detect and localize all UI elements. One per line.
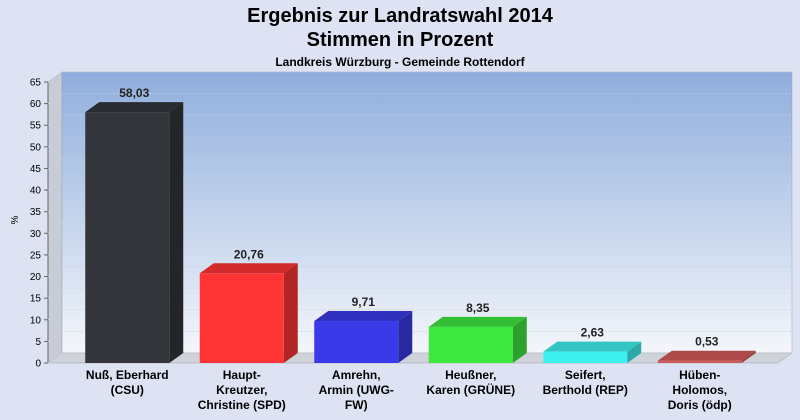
gridline — [47, 287, 792, 299]
gridline — [47, 201, 792, 213]
bar-side — [627, 341, 642, 363]
bar-side — [741, 350, 756, 363]
gridline — [47, 71, 792, 83]
y-tick-label: 40 — [30, 186, 42, 197]
bar-top — [657, 350, 756, 361]
y-tick-label: 10 — [30, 315, 42, 326]
gridline — [47, 136, 792, 148]
gridline — [47, 158, 792, 169]
x-tick-label: Nuß, Eberhard (CSU) — [85, 368, 169, 397]
bar-value-label: 2,63 — [581, 326, 605, 340]
bar-front — [199, 273, 284, 363]
bar-front — [543, 351, 628, 363]
gridline — [47, 352, 792, 364]
plot-left-wall — [47, 71, 63, 364]
y-tick-label: 0 — [35, 359, 41, 370]
y-tick-label: 5 — [35, 337, 41, 348]
bar-side — [398, 311, 413, 363]
y-axis-label: % — [10, 215, 21, 224]
bar-value-label: 58,03 — [119, 86, 149, 100]
y-tick-label: 55 — [30, 121, 42, 132]
plot-background — [61, 71, 793, 354]
bar-side — [283, 263, 298, 363]
bar-value-label: 8,35 — [466, 301, 490, 315]
y-tick-label: 15 — [30, 294, 42, 305]
bar-front — [428, 326, 513, 363]
bar — [657, 350, 756, 363]
gridline — [47, 114, 792, 126]
gridline — [47, 330, 792, 342]
bar-value-label: 0,53 — [695, 335, 719, 349]
chart-title: Ergebnis zur Landratswahl 2014 — [247, 5, 553, 27]
y-tick-label: 65 — [30, 78, 42, 89]
y-tick-label: 50 — [30, 142, 42, 153]
bar — [199, 263, 298, 363]
gridline — [47, 244, 792, 256]
bar-front — [85, 112, 170, 364]
chart-subtitle: Stimmen in Prozent — [306, 29, 494, 51]
chart-region-subtitle: Landkreis Würzburg - Gemeinde Rottendorf — [275, 55, 525, 69]
y-tick-label: 30 — [30, 229, 42, 240]
x-tick-label: Hüben- Holomos, Doris (ödp) — [667, 368, 732, 412]
bar-front — [657, 360, 742, 363]
bar-top — [199, 263, 298, 274]
y-tick-label: 20 — [30, 272, 42, 283]
bar-value-label: 20,76 — [234, 247, 264, 261]
gridline — [47, 266, 792, 277]
gridline — [47, 222, 792, 234]
bar-top — [428, 316, 527, 327]
bar-front — [314, 321, 399, 363]
bar-value-label: 9,71 — [352, 295, 376, 309]
bar-side — [169, 102, 184, 364]
gridline — [47, 93, 792, 104]
gridline — [47, 309, 792, 321]
bar-top — [314, 311, 413, 322]
x-tick-label: Heußner, Karen (GRÜNE) — [426, 368, 516, 397]
y-tick-label: 35 — [30, 207, 42, 218]
y-tick-label: 25 — [30, 250, 42, 261]
bar-side — [512, 316, 527, 363]
bar — [543, 341, 642, 363]
bar — [85, 102, 184, 364]
gridline — [47, 179, 792, 191]
bar — [428, 316, 527, 363]
bar-top — [85, 102, 184, 113]
x-tick-label: Amrehn, Armin (UWG- FW) — [318, 368, 394, 412]
bar-top — [543, 341, 642, 352]
y-tick-label: 60 — [30, 99, 42, 110]
y-tick-label: 45 — [30, 164, 42, 175]
x-tick-label: Haupt- Kreutzer, Christine (SPD) — [197, 368, 286, 412]
bar — [314, 311, 413, 363]
x-tick-label: Seifert, Berthold (REP) — [542, 368, 628, 397]
